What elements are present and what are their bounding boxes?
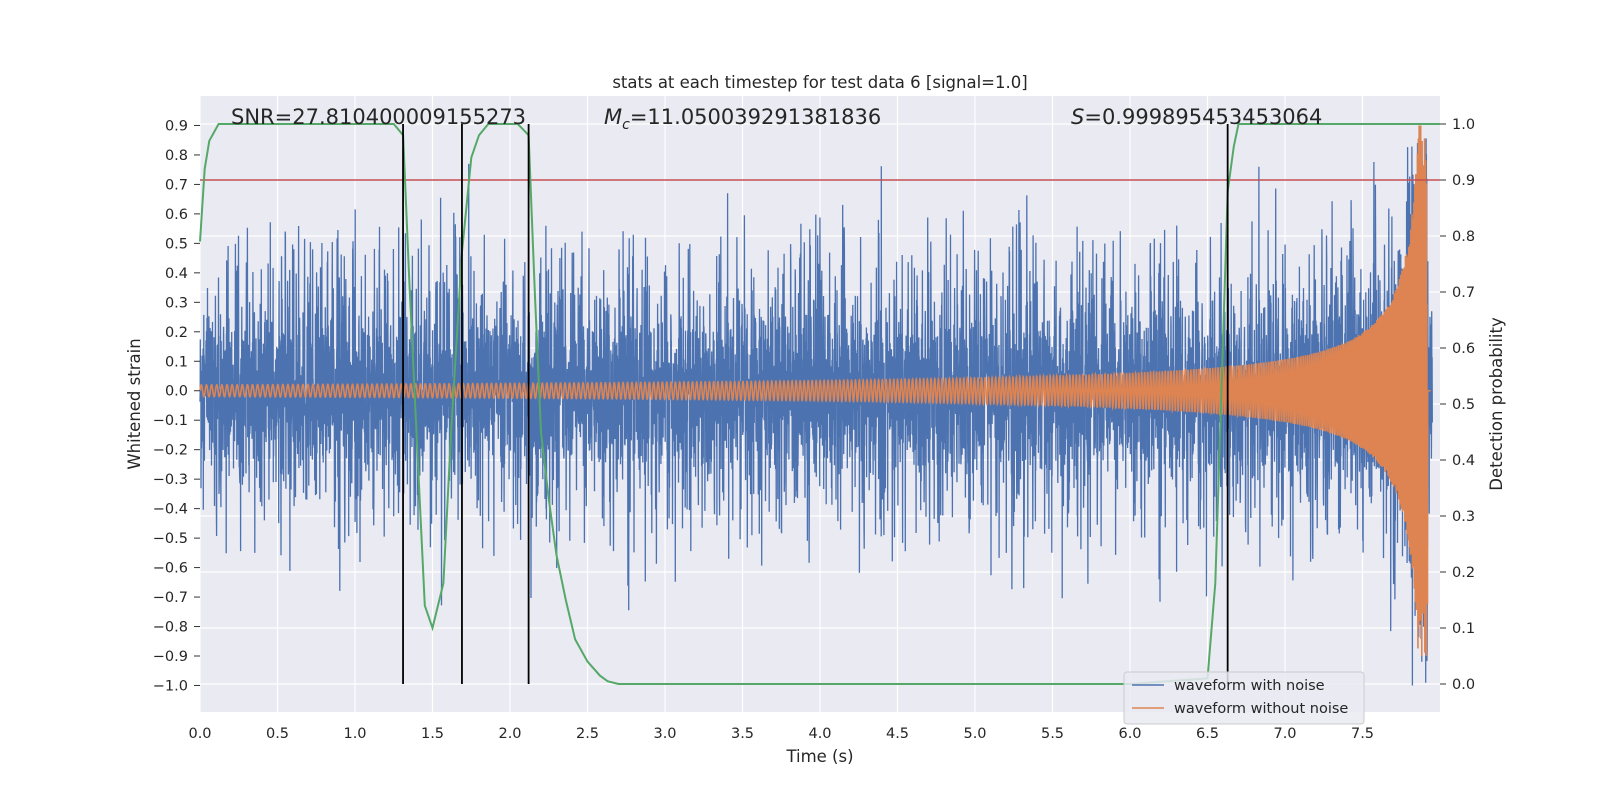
y-right-tick-label: 0.4 xyxy=(1452,453,1475,469)
y-left-tick-label: −0.6 xyxy=(153,561,188,577)
y-right-tick-label: 0.7 xyxy=(1452,285,1475,301)
y-left-tick-label: 0.0 xyxy=(165,384,188,400)
probability-line xyxy=(199,123,1440,685)
y-left-tick-label: 0.3 xyxy=(165,295,188,311)
y-left-tick-label: −0.4 xyxy=(153,502,188,518)
y-left-tick-label: −0.2 xyxy=(153,443,188,459)
y-left-tick-label: 0.6 xyxy=(165,207,188,223)
x-axis-label: Time (s) xyxy=(785,747,853,766)
x-tick-label: 3.0 xyxy=(653,726,676,742)
y-left-axis-ticks: 0.9 0.8 0.7 0.6 0.5 0.4 0.3 0.2 0.1 0.0 −0.1 −0.2 −0… xyxy=(153,118,200,694)
x-tick-label: 3.5 xyxy=(731,726,754,742)
y-right-tick-label: 0.3 xyxy=(1452,509,1475,525)
detection-stat-symbol: S xyxy=(1071,105,1084,129)
x-tick-label: 5.5 xyxy=(1041,726,1064,742)
y-left-tick-label: 0.1 xyxy=(165,354,188,370)
x-tick-label: 2.5 xyxy=(576,726,599,742)
y-left-tick-label: −0.3 xyxy=(153,472,188,488)
x-tick-label: 7.5 xyxy=(1351,726,1374,742)
y-left-tick-label: 0.2 xyxy=(165,325,188,341)
x-tick-label: 4.5 xyxy=(886,726,909,742)
legend: waveform with noise waveform without noi… xyxy=(1123,671,1365,725)
chirp-mass-annotation: Mc=11.050039291381836 xyxy=(604,105,881,133)
x-tick-label: 0.0 xyxy=(188,726,211,742)
y-right-tick-label: 0.5 xyxy=(1452,397,1475,413)
y-right-tick-label: 0.0 xyxy=(1452,677,1475,693)
y-right-tick-label: 0.6 xyxy=(1452,341,1475,357)
y-left-tick-label: −0.7 xyxy=(153,590,188,606)
series-detection-probability xyxy=(199,123,1440,685)
y-right-tick-label: 0.2 xyxy=(1452,565,1475,581)
y-left-tick-label: 0.9 xyxy=(165,118,188,134)
legend-label-clean: waveform without noise xyxy=(1174,701,1348,717)
legend-label-noise: waveform with noise xyxy=(1174,678,1325,694)
x-tick-label: 5.0 xyxy=(963,726,986,742)
x-tick-label: 6.5 xyxy=(1196,726,1219,742)
y-left-tick-label: −0.5 xyxy=(153,531,188,547)
vertical-markers xyxy=(402,124,1229,684)
clean-line xyxy=(199,125,1431,656)
x-tick-label: 7.0 xyxy=(1273,726,1296,742)
series-waveform-without-noise xyxy=(199,125,1431,656)
y-right-axis-ticks: 1.0 0.9 0.8 0.7 0.6 0.5 0.4 0.3 0.2 0.1 0.0 xyxy=(1440,117,1475,693)
y-right-tick-label: 0.9 xyxy=(1452,173,1475,189)
x-tick-label: 4.0 xyxy=(808,726,831,742)
y-left-tick-label: 0.4 xyxy=(165,266,188,282)
x-tick-label: 6.0 xyxy=(1118,726,1141,742)
y-left-tick-label: 0.5 xyxy=(165,236,188,252)
snr-annotation: SNR=27.810400009155273 xyxy=(231,105,526,129)
x-tick-label: 1.0 xyxy=(343,726,366,742)
chirp-mass-value: =11.050039291381836 xyxy=(630,105,881,129)
y-left-tick-label: −0.8 xyxy=(153,620,188,636)
chirp-mass-symbol: M xyxy=(604,105,622,129)
y-left-tick-label: −0.1 xyxy=(153,413,188,429)
detection-stat-annotation: S=0.999895453453064 xyxy=(1071,105,1322,129)
y-left-axis-label: Whitened strain xyxy=(125,338,144,469)
legend-box xyxy=(1123,671,1365,725)
chirp-mass-subscript: c xyxy=(622,117,630,133)
y-right-axis-label: Detection probability xyxy=(1487,317,1506,491)
y-left-tick-label: −1.0 xyxy=(153,678,188,694)
y-right-tick-label: 0.8 xyxy=(1452,229,1475,245)
y-right-tick-label: 1.0 xyxy=(1452,117,1475,133)
x-tick-label: 1.5 xyxy=(421,726,444,742)
x-tick-label: 2.0 xyxy=(498,726,521,742)
detection-stat-value: =0.999895453453064 xyxy=(1084,105,1322,129)
y-right-tick-label: 0.1 xyxy=(1452,621,1475,637)
y-left-tick-label: 0.8 xyxy=(165,148,188,164)
chart-title: stats at each timestep for test data 6 [… xyxy=(612,73,1027,92)
y-left-tick-label: 0.7 xyxy=(165,177,188,193)
x-axis-ticks: 0.0 0.5 1.0 1.5 2.0 2.5 3.0 3.5 4.0 4.5 5.0 5.5 6.0 6… xyxy=(188,726,1374,742)
x-tick-label: 0.5 xyxy=(266,726,289,742)
y-left-tick-label: −0.9 xyxy=(153,649,188,665)
